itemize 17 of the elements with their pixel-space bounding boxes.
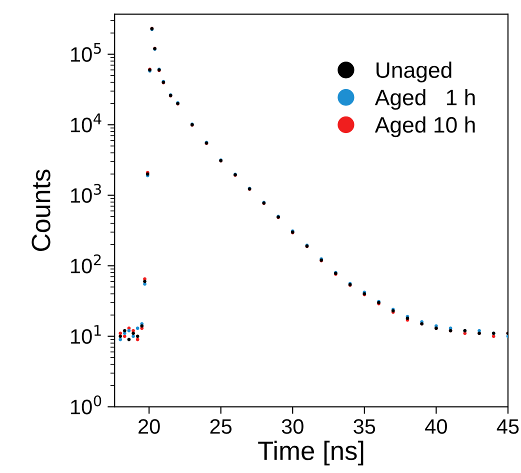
legend-label: Aged 10 h (374, 116, 475, 138)
x-tick-label: 40 (425, 419, 447, 434)
x-tick-label: 25 (210, 419, 232, 434)
y-tick-label: 10$^{3}$ (71, 184, 101, 203)
x-tick-label: 30 (282, 419, 304, 434)
x-tick-label: 35 (354, 419, 376, 434)
y-tick-label: 10$^{5}$ (71, 43, 101, 62)
x-tick-label: 45 (496, 419, 519, 434)
y-tick-label: 10$^{4}$ (71, 114, 102, 132)
y-tick-label: 10$^{1}$ (71, 325, 101, 344)
x-tick-label: 20 (138, 419, 160, 434)
y-tick-label: 10$^{0}$ (71, 395, 102, 414)
y-axis-title: Counts (32, 170, 50, 251)
legend-label: Aged 1 h (374, 89, 475, 110)
y-tick-label: 10$^{2}$ (71, 254, 101, 274)
legend-label: Unaged (376, 62, 452, 82)
x-axis-title: Time [ns] (258, 440, 364, 466)
